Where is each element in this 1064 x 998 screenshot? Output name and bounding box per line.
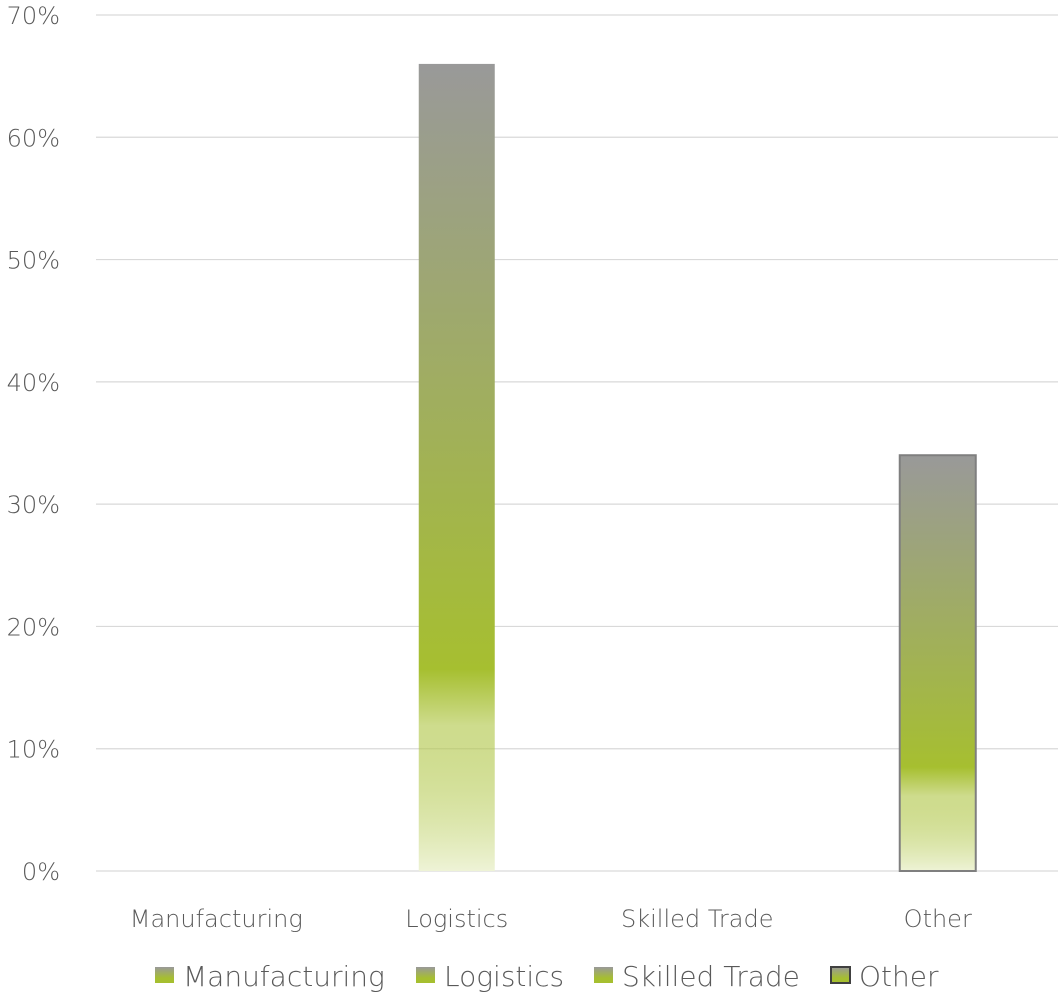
legend-swatch xyxy=(830,966,851,984)
legend-swatch xyxy=(155,967,174,983)
y-tick-label: 10% xyxy=(7,736,60,764)
y-axis-ticks: 0% 10% 20% 30% 40% 50% 60% 70% xyxy=(7,2,60,886)
y-tick-label: 70% xyxy=(7,2,60,30)
x-category-label: Skilled Trade xyxy=(621,905,773,933)
y-tick-label: 40% xyxy=(7,369,60,397)
legend-label: Logistics xyxy=(444,960,564,993)
legend-label: Skilled Trade xyxy=(622,960,800,993)
x-category-label: Other xyxy=(904,905,972,933)
y-tick-label: 30% xyxy=(7,491,60,519)
bar-logistics xyxy=(418,63,495,871)
gridlines xyxy=(96,14,1058,872)
y-tick-label: 20% xyxy=(7,613,60,641)
x-axis-categories: Manufacturing Logistics Skilled Trade Other xyxy=(130,905,972,933)
y-tick-label: 50% xyxy=(7,247,60,275)
legend-label: Manufacturing xyxy=(183,960,385,993)
x-category-label: Logistics xyxy=(405,905,508,933)
legend-swatch xyxy=(416,967,435,983)
y-tick-label: 60% xyxy=(7,124,60,152)
bar-other xyxy=(898,454,977,872)
legend-label: Other xyxy=(859,960,939,993)
legend-swatch xyxy=(594,967,613,983)
legend: Manufacturing Logistics Skilled Trade Other xyxy=(155,960,939,993)
y-tick-label: 0% xyxy=(22,858,60,886)
x-category-label: Manufacturing xyxy=(130,905,303,933)
bars xyxy=(418,63,977,872)
